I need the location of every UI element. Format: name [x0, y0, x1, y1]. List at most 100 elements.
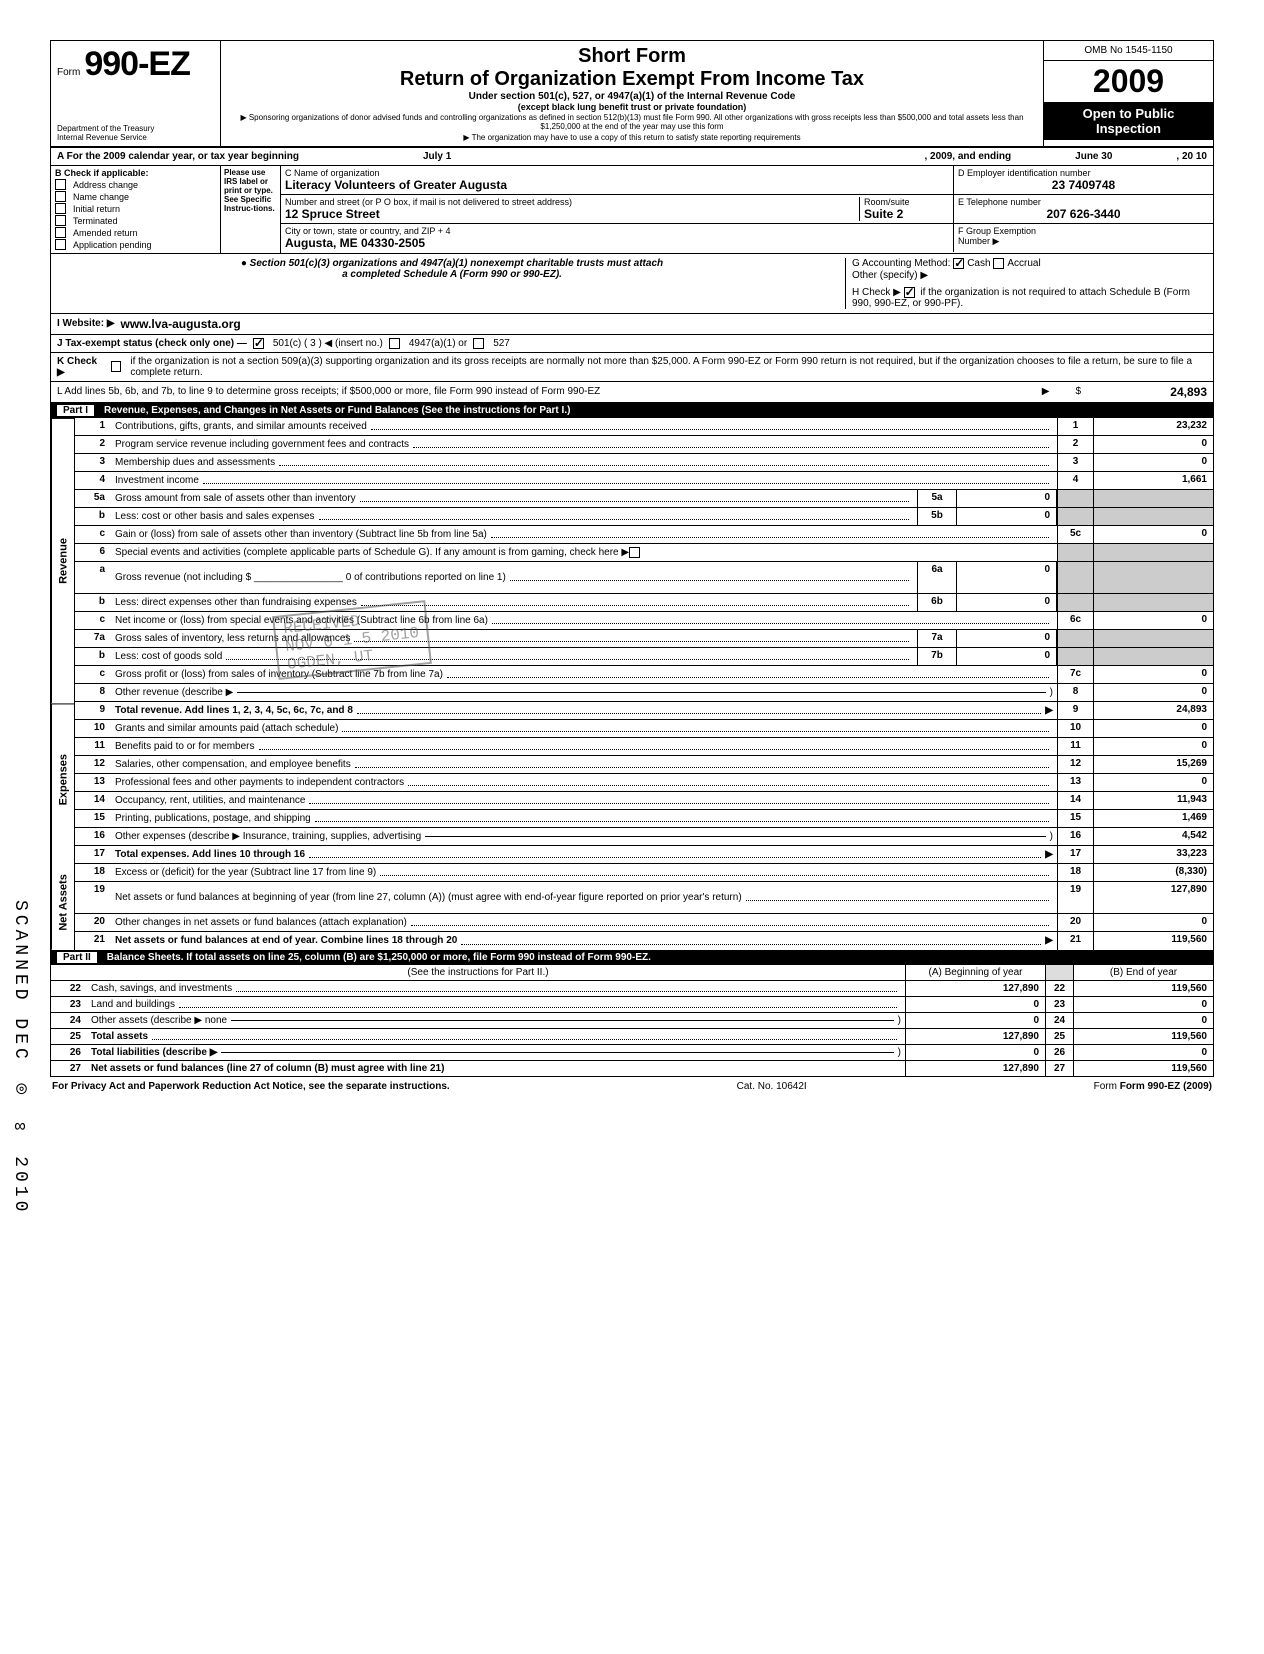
room-label: Room/suite: [864, 197, 949, 207]
subtitle-sponsor: ▶ Sponsoring organizations of donor advi…: [227, 114, 1037, 132]
line5b-desc: Less: cost or other basis and sales expe…: [115, 511, 315, 522]
line6-desc: Special events and activities (complete …: [115, 547, 629, 558]
bs23-b: 0: [1073, 997, 1213, 1012]
l-value: 24,893: [1107, 385, 1207, 399]
year-suffix: 09: [1129, 63, 1165, 99]
website: www.lva-augusta.org: [121, 317, 241, 331]
phone: 207 626-3440: [958, 207, 1209, 221]
part2-instr: (See the instructions for Part II.): [51, 965, 905, 980]
bs23-desc: Land and buildings: [91, 999, 175, 1010]
line18-val: (8,330): [1093, 864, 1213, 881]
col-a-header: (A) Beginning of year: [905, 965, 1045, 980]
bs25-desc: Total assets: [91, 1031, 148, 1042]
line6a-val: 0: [957, 562, 1057, 593]
bs25-b: 119,560: [1073, 1029, 1213, 1044]
ein: 23 7409748: [958, 178, 1209, 192]
line14-desc: Occupancy, rent, utilities, and maintena…: [115, 795, 305, 806]
chk-gaming[interactable]: [629, 547, 640, 558]
chk-k[interactable]: [111, 361, 122, 372]
title-return: Return of Organization Exempt From Incom…: [227, 68, 1037, 91]
l-dollar: $: [1075, 386, 1081, 397]
attach-schedule-a-note: ● Section 501(c)(3) organizations and 49…: [59, 258, 845, 308]
line6c-desc: Net income or (loss) from special events…: [115, 615, 488, 626]
room: Suite 2: [864, 207, 949, 221]
d-label: D Employer identification number: [958, 168, 1209, 178]
bs22-b: 119,560: [1073, 981, 1213, 996]
part1-header: Part I Revenue, Expenses, and Changes in…: [51, 403, 1213, 418]
line2-desc: Program service revenue including govern…: [115, 439, 409, 450]
line11-desc: Benefits paid to or for members: [115, 741, 255, 752]
line5c-desc: Gain or (loss) from sale of assets other…: [115, 529, 487, 540]
line7b-val: 0: [957, 648, 1057, 665]
year-prefix: 20: [1093, 63, 1129, 99]
chk-app-pending[interactable]: [55, 239, 66, 250]
j-501c: 501(c) ( 3 ) ◀ (insert no.): [273, 338, 383, 349]
chk-terminated[interactable]: [55, 215, 66, 226]
line19-val: 127,890: [1093, 882, 1213, 913]
city: Augusta, ME 04330-2505: [285, 236, 949, 250]
row-l: L Add lines 5b, 6b, and 7b, to line 9 to…: [51, 382, 1213, 403]
line5a-val: 0: [957, 490, 1057, 507]
line17-val: 33,223: [1093, 846, 1213, 863]
b-title: B Check if applicable:: [55, 168, 216, 178]
line3-val: 0: [1093, 454, 1213, 471]
header-right: OMB No 1545-1150 2009 Open to Public Ins…: [1043, 41, 1213, 146]
dept-irs: Internal Revenue Service: [57, 134, 214, 143]
line6c-val: 0: [1093, 612, 1213, 629]
bs27-desc: Net assets or fund balances (line 27 of …: [91, 1063, 444, 1074]
line17-desc: Total expenses. Add lines 10 through 16: [115, 849, 305, 860]
line13-val: 0: [1093, 774, 1213, 791]
part2-label: Part II: [57, 952, 97, 963]
line6b-desc: Less: direct expenses other than fundrai…: [115, 597, 357, 608]
chk-4947[interactable]: [389, 338, 400, 349]
bs24-a: 0: [905, 1013, 1045, 1028]
section-501-g: ● Section 501(c)(3) organizations and 49…: [51, 254, 1213, 313]
line8-val: 0: [1093, 684, 1213, 701]
line15-desc: Printing, publications, postage, and shi…: [115, 813, 311, 824]
l-arrow: ▶: [1042, 386, 1050, 397]
line1-val: 23,232: [1093, 418, 1213, 435]
header-mid: Short Form Return of Organization Exempt…: [221, 41, 1043, 146]
chk-amended[interactable]: [55, 227, 66, 238]
line8-desc: Other revenue (describe ▶: [115, 687, 233, 698]
lbl-amended: Amended return: [73, 228, 138, 238]
form-header: Form 990-EZ Department of the Treasury I…: [51, 41, 1213, 148]
j-label: J Tax-exempt status (check only one) —: [57, 338, 247, 349]
lbl-app-pending: Application pending: [73, 240, 152, 250]
chk-501c[interactable]: [253, 338, 264, 349]
row-website: I Website: ▶ www.lva-augusta.org: [51, 314, 1213, 335]
line2-val: 0: [1093, 436, 1213, 453]
period-begin: July 1: [423, 151, 451, 162]
street: 12 Spruce Street: [285, 207, 859, 221]
line5b-val: 0: [957, 508, 1057, 525]
line21-desc: Net assets or fund balances at end of ye…: [115, 935, 457, 946]
bs26-desc: Total liabilities (describe ▶: [91, 1047, 217, 1058]
form-container: Form 990-EZ Department of the Treasury I…: [50, 40, 1214, 1077]
chk-h[interactable]: [904, 287, 915, 298]
line11-val: 0: [1093, 738, 1213, 755]
line14-val: 11,943: [1093, 792, 1213, 809]
line7a-desc: Gross sales of inventory, less returns a…: [115, 633, 350, 644]
part1-label: Part I: [57, 405, 94, 416]
e-label: E Telephone number: [958, 197, 1209, 207]
part2-col-headers: (See the instructions for Part II.) (A) …: [51, 965, 1213, 981]
form-year: 2009: [1044, 61, 1213, 102]
street-label: Number and street (or P O box, if mail i…: [285, 197, 859, 207]
omb-number: OMB No 1545-1150: [1044, 41, 1213, 61]
chk-527[interactable]: [473, 338, 484, 349]
form-number: 990-EZ: [84, 45, 190, 84]
chk-address-change[interactable]: [55, 179, 66, 190]
chk-cash[interactable]: [953, 258, 964, 269]
line12-val: 15,269: [1093, 756, 1213, 773]
line5c-val: 0: [1093, 526, 1213, 543]
lbl-terminated: Terminated: [73, 216, 118, 226]
chk-name-change[interactable]: [55, 191, 66, 202]
chk-accrual[interactable]: [993, 258, 1004, 269]
f-label2: Number ▶: [958, 236, 1209, 247]
line16-desc: Other expenses (describe ▶ Insurance, tr…: [115, 831, 421, 842]
side-expenses: Expenses: [51, 703, 75, 855]
org-name: Literacy Volunteers of Greater Augusta: [285, 178, 949, 192]
g-label: G Accounting Method:: [852, 259, 950, 270]
chk-initial-return[interactable]: [55, 203, 66, 214]
line1-desc: Contributions, gifts, grants, and simila…: [115, 421, 367, 432]
